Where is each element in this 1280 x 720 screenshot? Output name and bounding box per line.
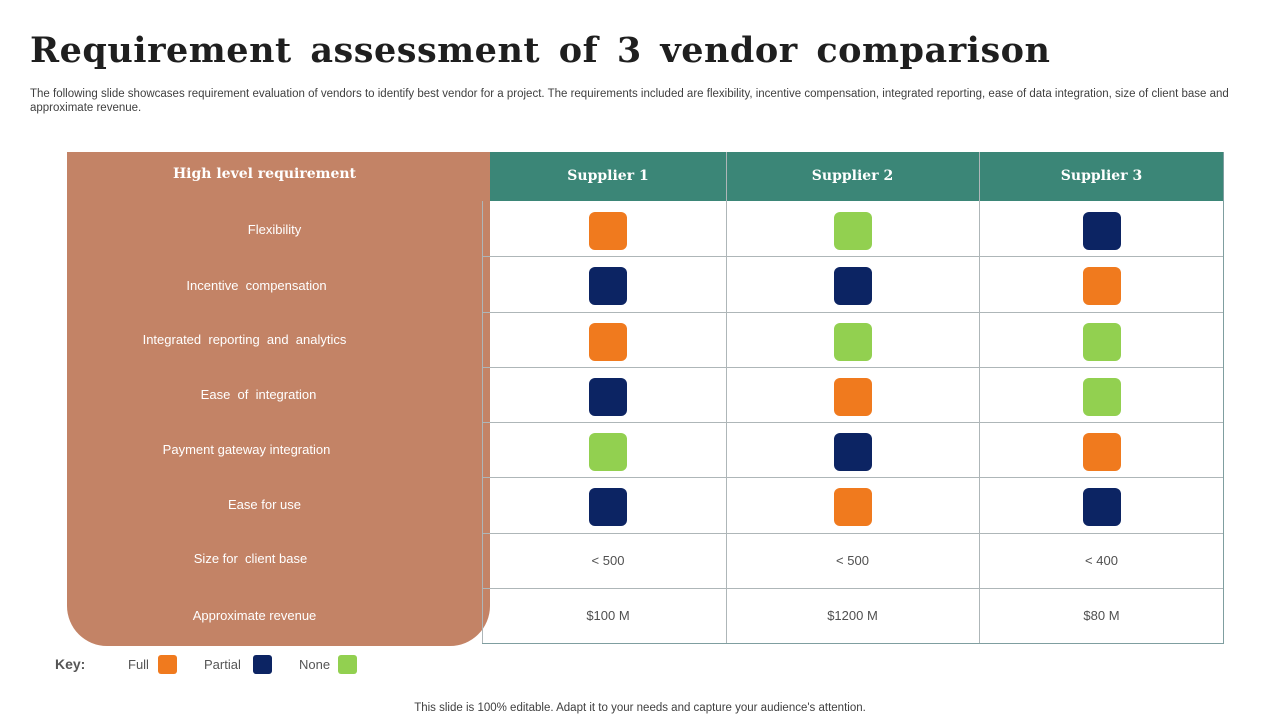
rating-partial-icon <box>833 432 872 471</box>
footer-note: This slide is 100% editable. Adapt it to… <box>414 702 866 714</box>
key-full-icon <box>158 655 177 674</box>
rating-partial-icon <box>589 488 627 526</box>
grid-column-divider <box>979 152 980 644</box>
key-partial-label: Partial <box>204 657 241 672</box>
requirement-label: Ease for use <box>228 497 301 512</box>
key-full-label: Full <box>128 657 149 672</box>
rating-partial-icon <box>833 267 872 305</box>
grid-row-divider <box>482 533 1224 534</box>
key-none-label: None <box>299 657 331 672</box>
grid-row-divider <box>482 477 1224 478</box>
rating-full-icon <box>1082 432 1121 471</box>
rating-full-icon <box>589 211 627 250</box>
requirement-label: Size for client base <box>193 551 308 566</box>
supplier-value: $80 M <box>1083 607 1120 623</box>
grid-border-right <box>1223 152 1224 644</box>
grid-row-divider <box>482 367 1224 368</box>
supplier-value: < 500 <box>836 552 869 568</box>
requirement-label: Flexibility <box>247 222 302 237</box>
requirements-panel: High level requirement Flexibility Incent… <box>67 152 490 646</box>
supplier-value: $1200 M <box>827 607 878 623</box>
slide-title: Requirement assessment of 3 vendor compa… <box>30 30 1051 71</box>
grid-border-bottom <box>482 643 1224 644</box>
grid-row-divider <box>482 422 1224 423</box>
key-none-icon <box>338 655 357 674</box>
supplier-grid: Supplier 1 Supplier 2 Supplier 3 < 500 < 500… <box>482 152 1224 644</box>
supplier-header-2: Supplier 2 <box>811 168 894 184</box>
rating-full-icon <box>833 377 872 416</box>
requirement-label: Ease of integration <box>200 387 317 402</box>
grid-column-divider <box>726 152 727 644</box>
grid-row-divider <box>482 588 1224 589</box>
supplier-value: < 500 <box>591 552 625 568</box>
rating-full-icon <box>1082 267 1121 305</box>
requirement-label: Integrated reporting and analytics <box>142 332 347 347</box>
rating-partial-icon <box>1082 211 1121 250</box>
rating-none-icon <box>589 432 627 471</box>
rating-none-icon <box>1082 322 1121 361</box>
rating-full-icon <box>833 488 872 526</box>
supplier-header-row <box>490 152 1224 201</box>
rating-none-icon <box>833 322 872 361</box>
supplier-value: < 400 <box>1085 552 1118 568</box>
grid-row-divider <box>482 256 1224 257</box>
rating-full-icon <box>589 322 627 361</box>
grid-row-divider <box>482 312 1224 313</box>
rating-partial-icon <box>1082 488 1121 526</box>
rating-partial-icon <box>589 377 627 416</box>
rating-partial-icon <box>589 267 627 305</box>
supplier-value: $100 M <box>586 607 630 623</box>
slide-subtitle: The following slide showcases requiremen… <box>30 88 1229 114</box>
requirement-label: Incentive compensation <box>186 278 327 293</box>
supplier-header-1: Supplier 1 <box>567 168 649 184</box>
key-label: Key: <box>55 656 86 672</box>
rating-none-icon <box>833 211 872 250</box>
requirement-label: Payment gateway integration <box>162 442 331 457</box>
key-partial-icon <box>253 655 272 674</box>
supplier-header-3: Supplier 3 <box>1060 168 1143 184</box>
rating-none-icon <box>1082 377 1121 416</box>
requirement-header: High level requirement <box>172 166 357 182</box>
requirement-label: Approximate revenue <box>192 608 317 623</box>
